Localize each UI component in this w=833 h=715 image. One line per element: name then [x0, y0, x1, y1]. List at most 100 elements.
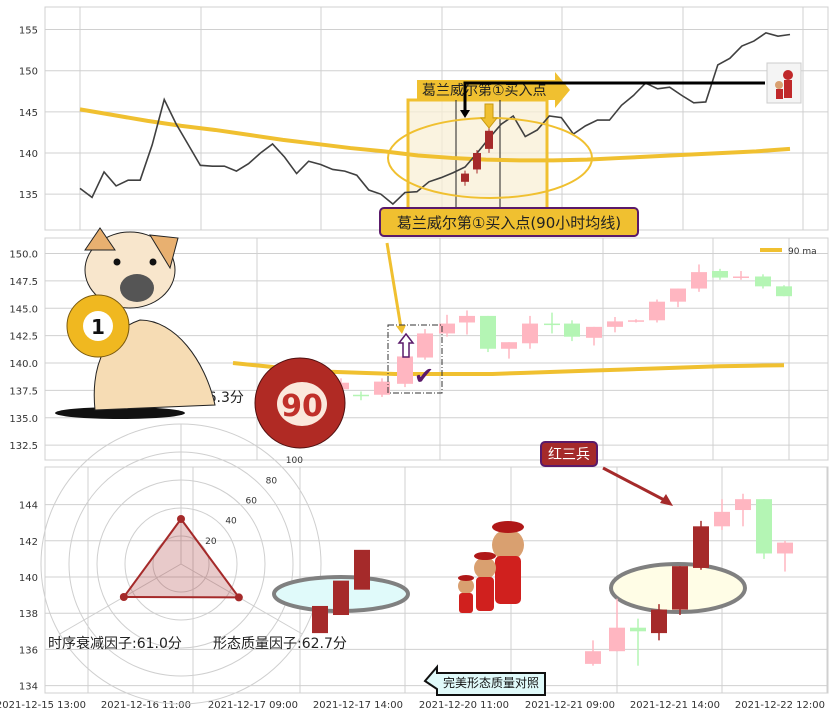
- candle-body: [735, 499, 751, 511]
- candle-body: [630, 627, 646, 632]
- candle-body: [776, 286, 792, 297]
- radar-area: [121, 517, 241, 599]
- pointer-arrow: [385, 242, 403, 329]
- radar-axis-label: 时序衰减因子:61.0分: [48, 635, 182, 652]
- pointer-arrow: [602, 466, 669, 504]
- pointer-arrowhead: [396, 325, 406, 334]
- soldier-dogs-thumbnail-icon: [766, 62, 802, 104]
- candle-body: [417, 333, 433, 358]
- radar-ring-label: 60: [245, 497, 257, 507]
- x-tick-label: 2021-12-16 11:00: [101, 700, 191, 711]
- pointer-line: [463, 81, 765, 113]
- candle-body: [628, 320, 644, 322]
- y-tick-label: 142.5: [9, 332, 38, 343]
- candle-body: [473, 153, 481, 170]
- reference-candle: [354, 549, 370, 590]
- radar-ring-label: 40: [225, 517, 237, 527]
- red-three-soldiers-label: 红三兵: [548, 447, 590, 463]
- red-three-soldiers-label-box: [540, 441, 598, 467]
- candle-body: [374, 381, 390, 395]
- candle-body: [439, 323, 455, 334]
- y-tick-label: 145.0: [9, 304, 38, 315]
- checkmark-icon: ✔: [414, 362, 434, 390]
- y-tick-label: 140: [19, 149, 38, 160]
- candle-body: [651, 609, 667, 634]
- perfect-pattern-arrow: [423, 664, 546, 696]
- ma90-line: [79, 107, 791, 163]
- buy-point-arrow: [417, 72, 570, 108]
- y-tick-label: 140.0: [9, 359, 38, 370]
- candle-body: [691, 272, 707, 289]
- radar-ring-label: 100: [286, 456, 303, 466]
- candle-body: [585, 651, 601, 664]
- candle-body: [756, 499, 772, 554]
- candle-body: [670, 288, 686, 302]
- candle-body: [609, 627, 625, 652]
- y-tick-label: 145: [19, 108, 38, 119]
- y-tick-label: 134: [19, 682, 38, 693]
- candle-body: [755, 276, 771, 287]
- y-tick-label: 150.0: [9, 250, 38, 261]
- y-tick-label: 136: [19, 645, 38, 656]
- y-tick-label: 142: [19, 537, 38, 548]
- candle-body: [485, 130, 493, 149]
- x-tick-label: 2021-12-15 13:00: [0, 700, 86, 711]
- radar-point: [177, 515, 185, 523]
- y-tick-label: 144: [19, 501, 38, 512]
- y-tick-label: 140: [19, 573, 38, 584]
- legend-label: 90 ma: [788, 247, 817, 257]
- candle-body: [544, 323, 560, 326]
- candle-body: [461, 173, 469, 182]
- candle-body: [501, 342, 517, 349]
- candle-body: [712, 271, 728, 278]
- radar-ring-label: 80: [266, 476, 278, 486]
- radar-point: [119, 593, 128, 602]
- perfect-pattern-label: 完美形态质量对照: [443, 675, 539, 690]
- y-tick-label: 135.0: [9, 414, 38, 425]
- radar-axis-label: 形态质量因子:62.7分: [213, 636, 347, 652]
- x-tick-label: 2021-12-17 14:00: [313, 700, 403, 711]
- signal-dashed-box: [387, 324, 443, 394]
- y-tick-label: 135: [19, 190, 38, 201]
- x-tick-label: 2021-12-21 14:00: [630, 700, 720, 711]
- candle-body: [777, 542, 793, 554]
- y-tick-label: 155: [19, 26, 38, 37]
- ball-90-illustration: 90: [254, 357, 346, 449]
- candle-body: [672, 566, 688, 610]
- candle-body: [459, 315, 475, 323]
- svg-text:1: 1: [91, 315, 105, 339]
- svg-text:90: 90: [281, 389, 323, 424]
- x-tick-label: 2021-12-21 09:00: [525, 700, 615, 711]
- y-tick-label: 150: [19, 67, 38, 78]
- y-tick-label: 138: [19, 609, 38, 620]
- hollow-up-arrow-icon: [397, 332, 415, 358]
- candle-body: [480, 315, 496, 349]
- y-tick-label: 137.5: [9, 386, 38, 397]
- x-tick-label: 2021-12-20 11:00: [419, 700, 509, 711]
- down-arrow-icon: [479, 103, 499, 129]
- candle-body: [649, 301, 665, 321]
- buy-point-arrow-label: 葛兰威尔第①买入点: [422, 82, 547, 99]
- candle-body: [693, 526, 709, 568]
- candle-body: [733, 276, 749, 278]
- candle-body: [586, 326, 602, 338]
- buy-point-label-box: [379, 207, 639, 237]
- candle-body: [353, 394, 369, 397]
- x-tick-label: 2021-12-17 09:00: [208, 700, 298, 711]
- y-tick-label: 147.5: [9, 277, 38, 288]
- radar-ring-label: 20: [205, 537, 217, 547]
- candle-body: [564, 323, 580, 337]
- dog-with-ball-illustration: 1: [55, 227, 216, 419]
- reference-candle: [312, 605, 328, 634]
- reference-candle: [333, 580, 349, 616]
- radar-point: [234, 593, 243, 602]
- candle-body: [397, 356, 413, 384]
- pointer-arrowhead: [460, 110, 470, 118]
- candle-body: [607, 321, 623, 327]
- candle-body: [522, 323, 538, 344]
- price-line: [79, 31, 791, 206]
- soldier-dogs-illustration: [458, 521, 524, 613]
- buy-point-label: 葛兰威尔第①买入点(90小时均线): [397, 214, 621, 232]
- y-tick-label: 132.5: [9, 441, 38, 452]
